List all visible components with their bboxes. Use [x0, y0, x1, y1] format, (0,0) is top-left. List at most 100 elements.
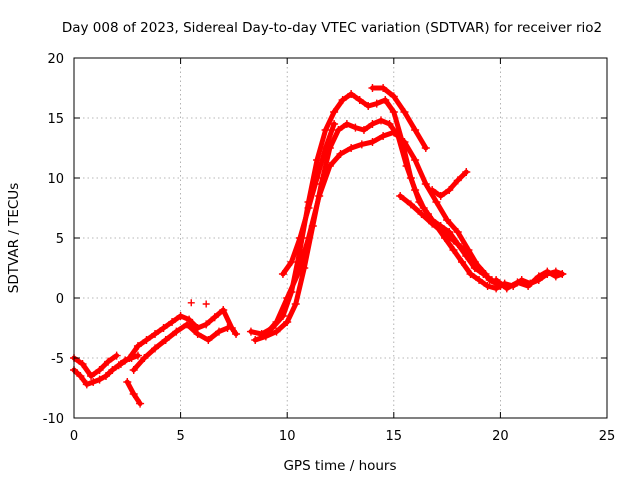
data-point [159, 324, 168, 332]
series-track-9 [278, 120, 339, 278]
data-point [481, 270, 490, 278]
data-point [187, 299, 195, 307]
data-point [78, 360, 87, 368]
data-point [396, 192, 405, 200]
data-point [347, 144, 356, 152]
data-point [368, 120, 377, 128]
data-point [330, 108, 339, 116]
data-point [202, 300, 210, 308]
series-track-8 [261, 128, 505, 338]
data-point [313, 174, 322, 182]
data-point [214, 327, 223, 336]
data-point [347, 90, 356, 98]
data-point [389, 108, 398, 116]
data-point [129, 390, 138, 398]
data-point [417, 210, 426, 218]
series-band [252, 117, 503, 343]
y-tick-label: 10 [47, 172, 64, 187]
data-point [400, 108, 409, 116]
data-point [315, 192, 324, 200]
axis-ticks [73, 57, 608, 419]
data-point [185, 315, 194, 324]
data-point [342, 120, 351, 128]
data-point [449, 246, 458, 254]
data-point [330, 120, 339, 128]
y-tick-label: -5 [51, 352, 64, 367]
series-track-13 [492, 267, 567, 293]
data-point [295, 234, 304, 242]
data-point [436, 192, 445, 200]
data-point [389, 128, 398, 137]
x-tick-label: 25 [599, 429, 616, 444]
data-point [372, 99, 381, 108]
x-tick-label: 20 [492, 429, 509, 444]
data-point [368, 84, 377, 92]
data-point [87, 372, 96, 380]
data-point [534, 272, 543, 281]
data-point [443, 216, 452, 224]
data-point [513, 278, 522, 287]
data-point [223, 324, 232, 332]
data-point [112, 351, 121, 360]
data-point [411, 186, 420, 194]
data-point [336, 150, 345, 158]
data-point [151, 330, 160, 338]
data-point [543, 267, 552, 276]
data-point [321, 126, 330, 134]
data-point [151, 344, 160, 353]
data-point [210, 313, 219, 322]
series-track-11 [396, 192, 490, 278]
x-tick-label: 10 [279, 429, 296, 444]
data-point [483, 282, 492, 290]
data-point [475, 276, 484, 284]
grid [74, 58, 607, 418]
data-point [76, 372, 85, 380]
data-point [95, 366, 104, 374]
data-point [460, 246, 469, 254]
y-tick-label: 20 [47, 52, 64, 67]
data-point [379, 132, 388, 140]
y-tick-labels: -10 -5 0 5 10 15 20 [43, 52, 64, 427]
data-point [182, 320, 191, 329]
data-point [176, 312, 185, 320]
data-point [293, 270, 302, 278]
data-point [272, 318, 281, 326]
x-tick-label: 15 [386, 429, 403, 444]
data-point [453, 176, 462, 185]
isolated-points [187, 299, 210, 308]
y-tick-label: 5 [56, 232, 64, 247]
data-point [381, 96, 390, 104]
data-point [202, 320, 211, 329]
data-point [82, 380, 91, 389]
series-band [131, 321, 231, 373]
data-point [204, 336, 213, 344]
data-point [351, 123, 360, 132]
data-point [357, 140, 366, 149]
data-point [411, 156, 420, 164]
series-band [71, 353, 120, 379]
series-track-3 [123, 378, 145, 408]
data-point [428, 186, 437, 194]
data-point [402, 162, 411, 170]
data-point [551, 272, 560, 281]
data-point [104, 357, 113, 366]
data-point [321, 144, 330, 152]
data-point [272, 327, 281, 336]
data-point [385, 120, 394, 128]
data-point [419, 204, 428, 212]
data-point [368, 138, 377, 146]
data-point [142, 336, 151, 344]
series-track-5 [129, 320, 232, 374]
data-point [219, 306, 228, 314]
data-point [168, 318, 177, 326]
data-point [304, 234, 313, 242]
data-point [123, 378, 132, 386]
data-point [136, 399, 145, 408]
data-point [449, 236, 458, 245]
y-axis-label: SDTVAR / TECUs [6, 183, 22, 293]
data-point [334, 126, 343, 134]
data-point [251, 336, 260, 344]
data-point [453, 228, 462, 236]
x-tick-label: 5 [176, 429, 184, 444]
